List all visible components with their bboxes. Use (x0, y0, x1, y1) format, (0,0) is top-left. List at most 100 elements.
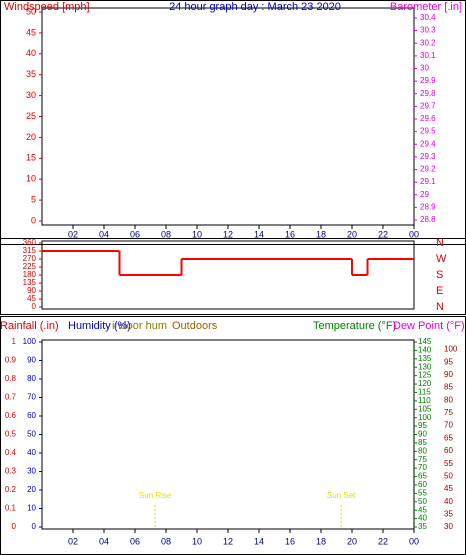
y-tick-label: 29.1 (420, 177, 436, 186)
y-tick-label: 315 (23, 246, 37, 255)
y-tick-label: 45 (444, 484, 453, 493)
y-tick-label: 70 (27, 393, 36, 402)
y-tick-label: 30 (444, 522, 453, 531)
x-tick-label: 02 (68, 229, 78, 239)
chart-title: 24 hour graph day : March 23 2020 (169, 1, 341, 13)
x-tick-label: 08 (161, 536, 171, 546)
y-tick-label: 28.8 (420, 215, 436, 224)
y-tick-label: 25 (26, 111, 36, 121)
y-tick-label: 50 (418, 497, 427, 506)
y-tick-label: 110 (418, 396, 431, 405)
y-tick-label: 30.1 (420, 51, 436, 60)
y-tick-label: 29.6 (420, 114, 436, 123)
axis-label: Temperature (°F) (313, 320, 396, 332)
y-tick-label: 10 (27, 504, 36, 513)
y-tick-label: 70 (418, 463, 427, 472)
y-tick-label: 0.1 (5, 504, 17, 513)
axis-label: Rainfall (.in) (0, 320, 59, 332)
y-tick-label: 30.4 (420, 13, 436, 22)
y-tick-label: 120 (418, 379, 432, 388)
x-tick-label: 20 (347, 536, 357, 546)
y-tick-label: 45 (27, 294, 36, 303)
y-tick-label: 60 (444, 446, 453, 455)
y-tick-label: 55 (444, 459, 453, 468)
x-tick-label: 04 (99, 536, 109, 546)
y-tick-label: 40 (444, 497, 453, 506)
y-tick-label: 30 (420, 64, 429, 73)
panel-frame (0, 0, 466, 245)
y-tick-label: 0 (32, 302, 37, 311)
x-tick-label: 14 (254, 536, 264, 546)
y-tick-label: 45 (26, 27, 36, 37)
y-tick-label: 10 (26, 174, 36, 184)
x-tick-label: 12 (223, 229, 233, 239)
panel-frame (0, 238, 466, 315)
y-tick-label: 50 (26, 6, 36, 16)
x-tick-label: 04 (99, 229, 109, 239)
y-tick-label: 29.8 (420, 89, 436, 98)
y-tick-label: 95 (418, 421, 427, 430)
y-tick-label: 90 (27, 356, 36, 365)
y-tick-label: 145 (418, 337, 432, 346)
x-tick-label: 06 (130, 229, 140, 239)
y-tick-label: 30 (27, 467, 36, 476)
y-tick-label: 80 (444, 395, 453, 404)
y-tick-label: 60 (27, 411, 36, 420)
x-tick-label: 06 (130, 536, 140, 546)
plot-frame (41, 7, 415, 226)
x-tick-label: 18 (316, 229, 326, 239)
y-tick-label: 100 (444, 345, 458, 354)
x-tick-label: 22 (378, 536, 388, 546)
y-tick-label: 90 (444, 370, 453, 379)
y-tick-label: 360 (23, 238, 37, 247)
y-tick-label: 35 (444, 509, 453, 518)
y-tick-label: 90 (27, 286, 36, 295)
y-tick-label: 135 (23, 278, 37, 287)
x-tick-label: 16 (285, 229, 295, 239)
y-tick-label: 50 (444, 471, 453, 480)
axis-label: Dew Point (°F) (393, 320, 465, 332)
y-tick-label: 0.6 (5, 411, 17, 420)
y-tick-label: 20 (26, 132, 36, 142)
y-tick-label: 29.5 (420, 127, 436, 136)
y-tick-label: 0 (31, 215, 36, 225)
y-tick-label: 5 (31, 194, 36, 204)
y-tick-label: 40 (418, 514, 427, 523)
y-tick-label: 1 (12, 337, 17, 346)
y-tick-label: 29 (420, 190, 429, 199)
y-tick-label: 270 (23, 254, 37, 263)
y-tick-label: 140 (418, 346, 432, 355)
y-tick-label: 130 (418, 362, 432, 371)
axis-label: Outdoors (172, 320, 218, 332)
y-tick-label: 70 (444, 421, 453, 430)
y2-axis-label: Barometer [.in] (390, 1, 462, 13)
axis-label: Humidity (%) (68, 320, 131, 332)
y-tick-label: 35 (418, 522, 427, 531)
y-tick-label: 28.9 (420, 202, 436, 211)
y-tick-label: 0.7 (5, 393, 17, 402)
y-tick-label: 180 (23, 270, 37, 279)
y-tick-label: 65 (444, 433, 453, 442)
x-tick-label: 08 (161, 229, 171, 239)
y-tick-label: 75 (444, 408, 453, 417)
y-tick-label: 0 (32, 522, 37, 531)
y-tick-label: 30.2 (420, 38, 436, 47)
y-tick-label: 15 (26, 153, 36, 163)
y-tick-label: 225 (23, 262, 37, 271)
y-tick-label: 105 (418, 404, 432, 413)
x-tick-label: 18 (316, 536, 326, 546)
y-tick-label: 45 (418, 505, 427, 514)
x-tick-label: 00 (409, 229, 419, 239)
y-tick-label: 29.7 (420, 101, 436, 110)
y-tick-label: 85 (444, 383, 453, 392)
y-tick-label: N (436, 301, 444, 313)
y-tick-label: 100 (23, 337, 37, 346)
y-tick-label: 0.3 (5, 467, 17, 476)
y-tick-label: 0.8 (5, 374, 17, 383)
y-tick-label: 95 (444, 357, 453, 366)
y-tick-label: 30 (26, 90, 36, 100)
y-tick-label: 0.2 (5, 485, 17, 494)
y-tick-label: 0.4 (5, 448, 17, 457)
y-tick-label: E (436, 285, 443, 297)
